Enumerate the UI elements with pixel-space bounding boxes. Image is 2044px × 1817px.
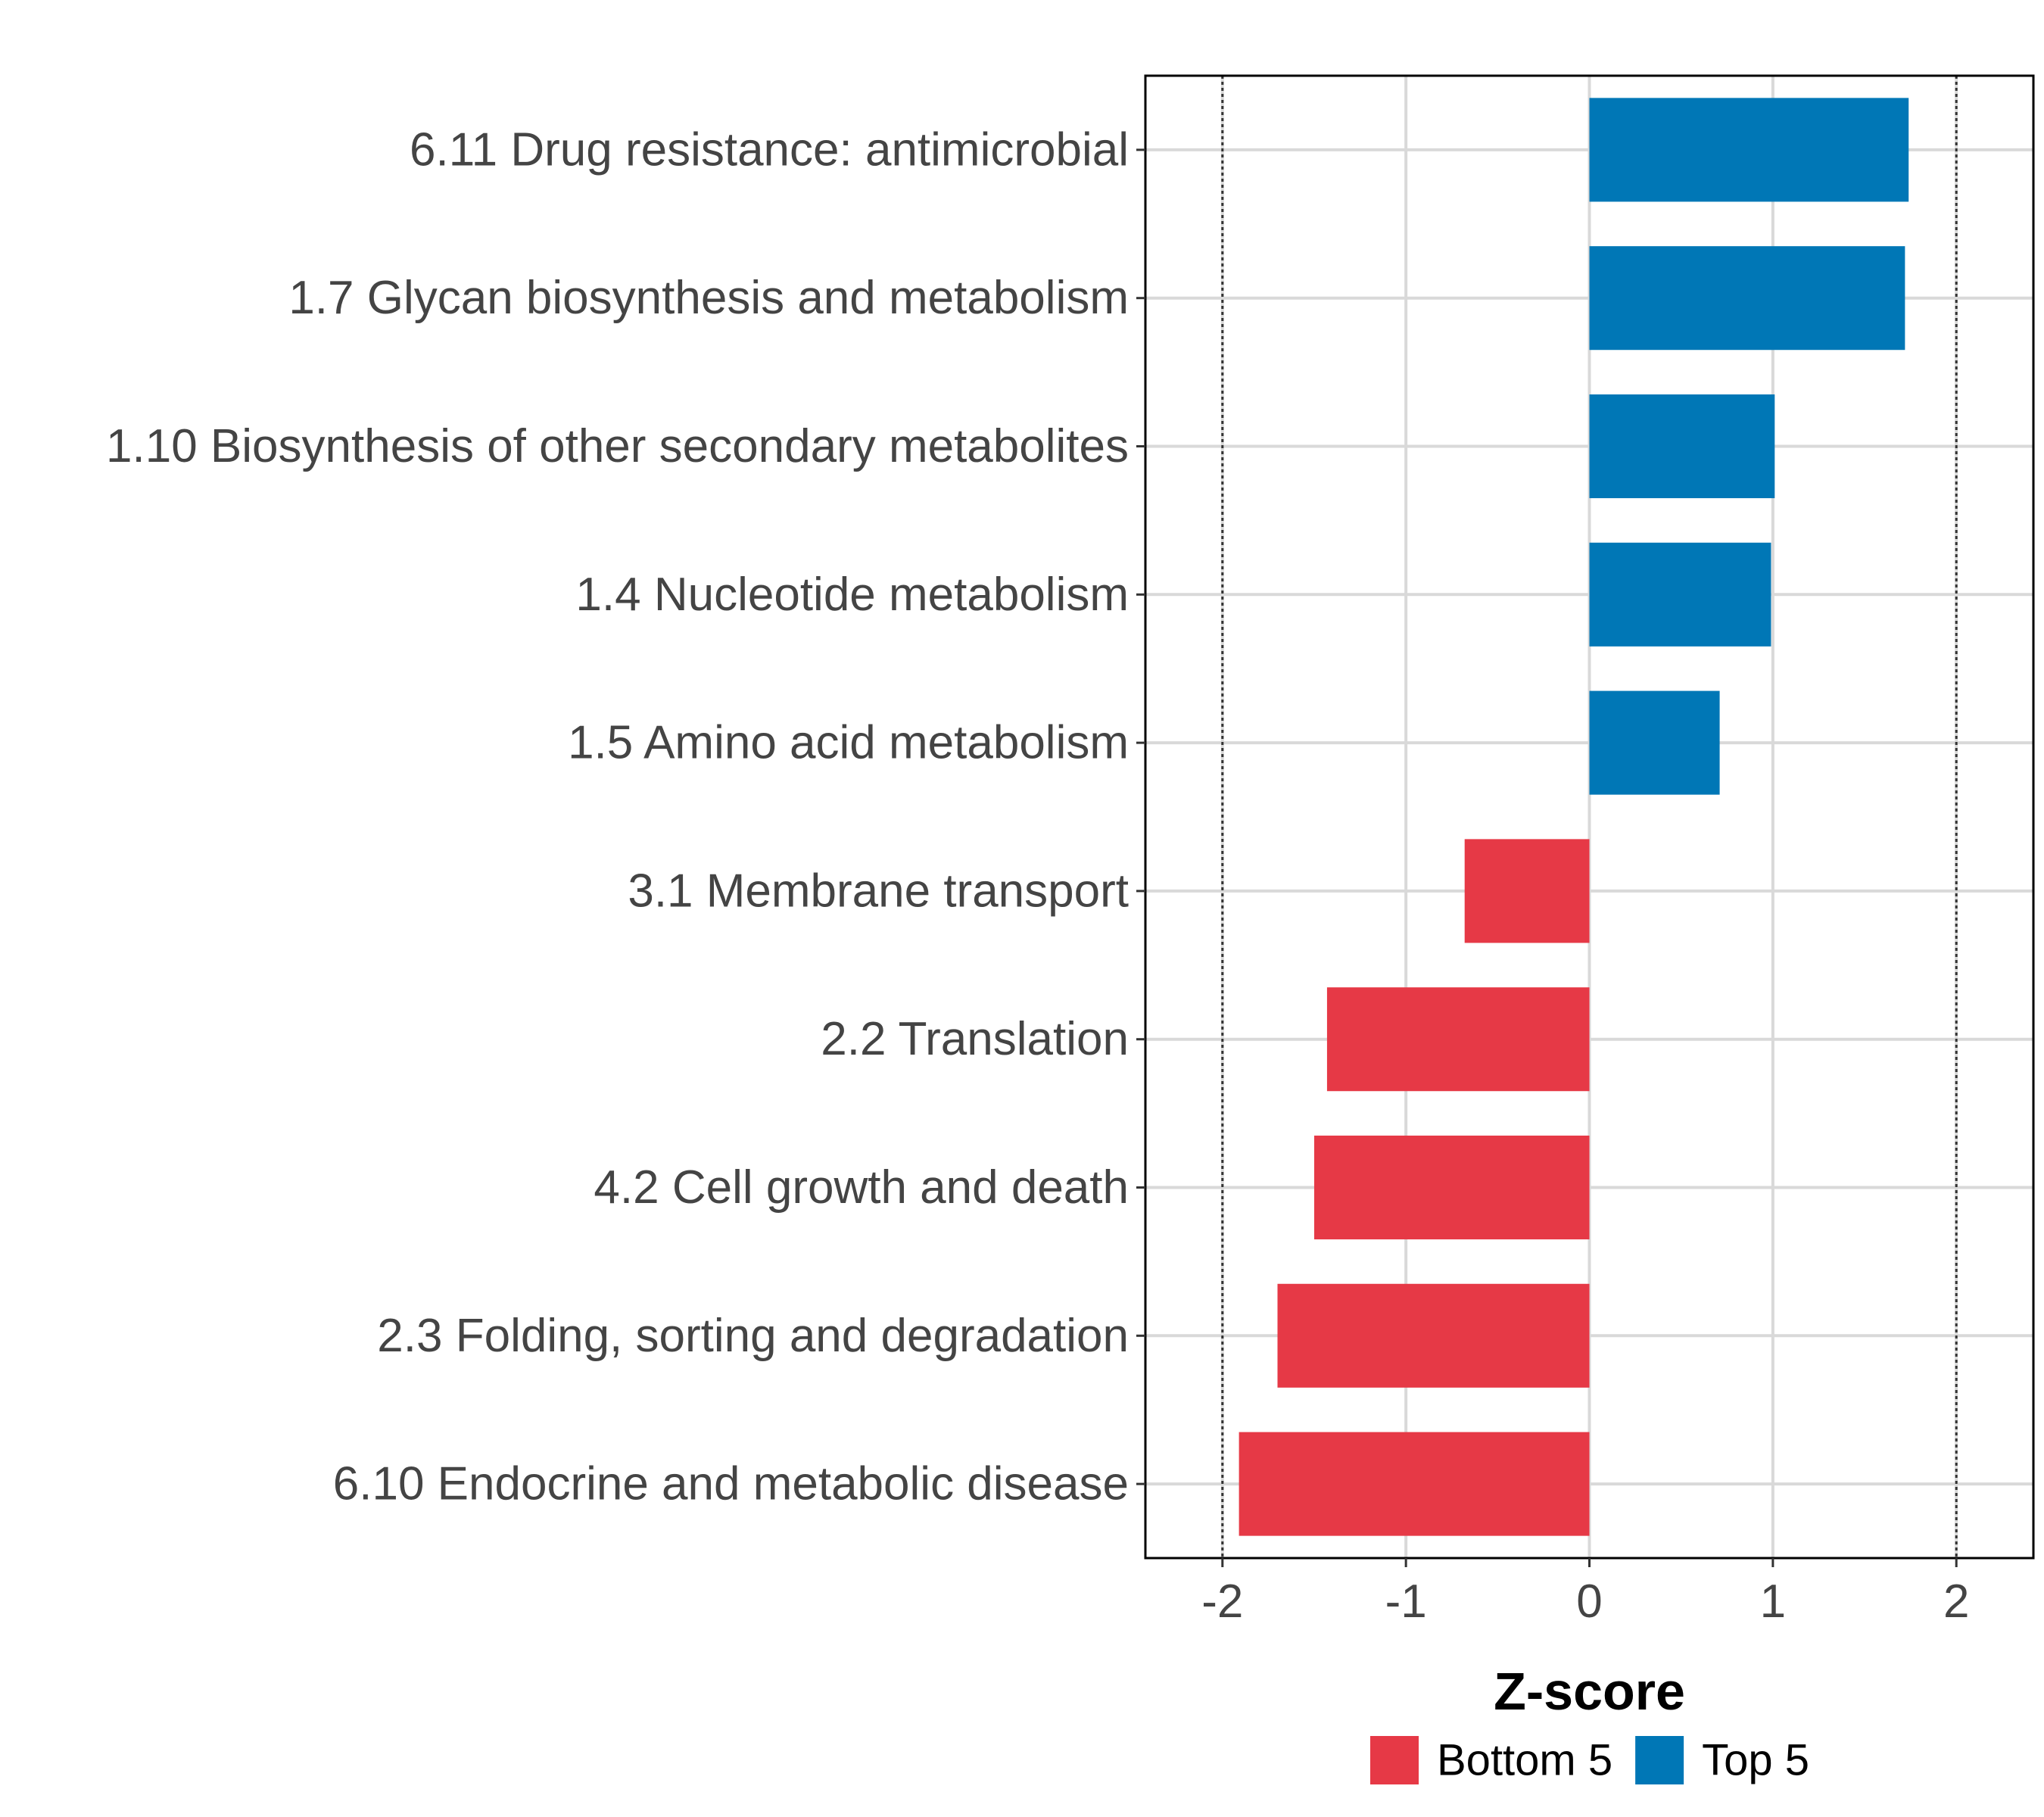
category-label: 2.2 Translation bbox=[821, 1013, 1129, 1065]
category-label: 1.7 Glycan biosynthesis and metabolism bbox=[288, 272, 1129, 324]
x-axis-title: Z-score bbox=[1494, 1662, 1685, 1721]
x-axis: -2 -1 0 1 2 bbox=[1201, 1558, 1969, 1628]
bars bbox=[1239, 98, 1909, 1536]
bar bbox=[1589, 394, 1775, 499]
bar bbox=[1589, 98, 1909, 202]
legend-label: Bottom 5 bbox=[1437, 1736, 1612, 1785]
x-tick-label: 2 bbox=[1943, 1575, 1969, 1628]
bar bbox=[1313, 1135, 1590, 1240]
legend: Bottom 5 Top 5 bbox=[1370, 1736, 1809, 1785]
bar bbox=[1589, 246, 1905, 351]
y-axis: 6.11 Drug resistance: antimicrobial 1.7 G… bbox=[106, 123, 1145, 1510]
bar bbox=[1464, 839, 1590, 943]
category-label: 6.11 Drug resistance: antimicrobial bbox=[410, 123, 1129, 176]
reference-lines bbox=[1221, 76, 1958, 1558]
x-tick-label: 1 bbox=[1760, 1575, 1786, 1628]
bar bbox=[1326, 987, 1590, 1092]
bar bbox=[1589, 542, 1771, 647]
category-label: 1.10 Biosynthesis of other secondary met… bbox=[106, 420, 1129, 472]
legend-swatch bbox=[1370, 1736, 1419, 1784]
category-label: 1.4 Nucleotide metabolism bbox=[575, 569, 1129, 621]
bar bbox=[1239, 1432, 1590, 1536]
bar bbox=[1277, 1283, 1590, 1388]
legend-swatch bbox=[1635, 1736, 1684, 1784]
x-tick-label: -1 bbox=[1385, 1575, 1427, 1628]
category-label: 4.2 Cell growth and death bbox=[594, 1161, 1129, 1214]
x-tick-label: 0 bbox=[1576, 1575, 1602, 1628]
legend-label: Top 5 bbox=[1702, 1736, 1809, 1785]
category-label: 3.1 Membrane transport bbox=[628, 865, 1129, 917]
bar bbox=[1589, 690, 1720, 795]
legend-item: Bottom 5 bbox=[1370, 1736, 1612, 1785]
legend-item: Top 5 bbox=[1635, 1736, 1809, 1785]
category-label: 6.10 Endocrine and metabolic disease bbox=[333, 1458, 1129, 1510]
category-label: 2.3 Folding, sorting and degradation bbox=[377, 1310, 1129, 1362]
x-tick-label: -2 bbox=[1201, 1575, 1243, 1628]
category-label: 1.5 Amino acid metabolism bbox=[568, 717, 1129, 769]
